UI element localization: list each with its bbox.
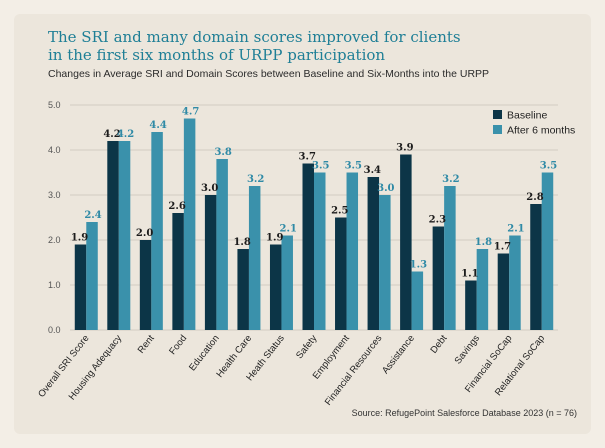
legend-swatch-baseline xyxy=(493,110,502,119)
bar-after-6-months xyxy=(541,172,554,330)
x-tick-label: Debt xyxy=(428,333,449,356)
y-tick-label: 4.0 xyxy=(48,145,61,155)
bar-baseline xyxy=(335,217,347,330)
data-label-after-6-months: 3.5 xyxy=(540,161,557,172)
bar-baseline xyxy=(400,154,412,330)
x-tick-label: Food xyxy=(167,333,189,357)
chart-title: The SRI and many domain scores improved … xyxy=(48,28,468,64)
data-label-after-6-months: 2.1 xyxy=(507,224,524,235)
chart-subtitle: Changes in Average SRI and Domain Scores… xyxy=(48,68,490,80)
bar-after-6-months xyxy=(86,222,98,330)
x-tick-label: Rent xyxy=(136,333,157,356)
data-label-after-6-months: 3.2 xyxy=(247,174,264,185)
data-label-baseline: 3.7 xyxy=(299,152,316,163)
y-tick-label: 0.0 xyxy=(48,325,61,335)
bar-after-6-months xyxy=(411,271,424,330)
bar-after-6-months xyxy=(444,186,456,330)
data-label-baseline: 2.6 xyxy=(168,201,185,212)
data-label-baseline: 2.8 xyxy=(526,192,543,203)
bar-baseline xyxy=(432,226,445,330)
bar-after-6-months xyxy=(314,172,326,330)
source-note: Source: RefugePoint Salesforce Database … xyxy=(351,408,577,418)
legend-label-baseline: Baseline xyxy=(507,110,547,122)
bar-after-6-months xyxy=(248,186,261,330)
x-tick-label: Education xyxy=(187,333,222,373)
data-label-after-6-months: 2.4 xyxy=(84,210,101,221)
bar-baseline xyxy=(465,280,477,330)
data-label-after-6-months: 2.1 xyxy=(280,224,297,235)
data-label-baseline: 3.9 xyxy=(396,143,413,154)
bar-after-6-months xyxy=(476,249,489,330)
bar-after-6-months xyxy=(346,172,359,330)
bar-baseline xyxy=(497,253,510,330)
data-label-baseline: 1.1 xyxy=(461,269,478,280)
data-label-baseline: 4.2 xyxy=(103,129,120,140)
data-label-baseline: 1.7 xyxy=(494,242,511,253)
data-label-baseline: 1.8 xyxy=(233,237,250,248)
y-tick-label: 1.0 xyxy=(48,280,61,290)
data-label-baseline: 1.9 xyxy=(71,233,88,244)
bar-after-6-months xyxy=(509,235,521,330)
bar-baseline xyxy=(74,244,87,330)
data-label-after-6-months: 3.8 xyxy=(214,147,231,158)
data-label-after-6-months: 4.4 xyxy=(149,120,166,131)
data-label-baseline: 1.9 xyxy=(266,233,283,244)
y-tick-label: 5.0 xyxy=(48,100,61,110)
bar-baseline xyxy=(107,141,119,330)
bar-baseline xyxy=(367,177,380,330)
bar-baseline xyxy=(139,240,152,330)
bar-after-6-months xyxy=(151,132,163,330)
bar-baseline xyxy=(269,244,282,330)
chart-title-line-2: in the first six months of URPP particip… xyxy=(48,46,386,64)
data-label-after-6-months: 3.5 xyxy=(312,161,329,172)
data-label-after-6-months: 4.2 xyxy=(117,129,134,140)
bar-after-6-months xyxy=(183,118,196,330)
legend-label-after-6-months: After 6 months xyxy=(507,125,575,137)
bar-baseline xyxy=(204,195,217,330)
bar-after-6-months xyxy=(281,235,293,330)
bar-after-6-months xyxy=(216,159,228,330)
x-tick-label: Savings xyxy=(453,333,483,367)
x-tick-label: Financial Resources xyxy=(323,333,385,408)
data-label-after-6-months: 3.0 xyxy=(377,183,394,194)
data-label-after-6-months: 1.3 xyxy=(410,260,427,271)
data-label-baseline: 2.0 xyxy=(136,228,153,239)
x-tick-label: Assistance xyxy=(380,333,417,376)
bar-baseline xyxy=(530,204,542,330)
legend-swatch-after-6-months xyxy=(493,125,502,134)
y-tick-label: 2.0 xyxy=(48,235,61,245)
data-label-baseline: 3.0 xyxy=(201,183,218,194)
x-tick-label: Safety xyxy=(294,333,319,361)
data-label-baseline: 2.3 xyxy=(429,215,446,226)
chart-title-line-1: The SRI and many domain scores improved … xyxy=(48,28,461,46)
data-label-baseline: 2.5 xyxy=(331,206,348,217)
data-label-after-6-months: 3.5 xyxy=(345,161,362,172)
y-tick-label: 3.0 xyxy=(48,190,61,200)
data-label-after-6-months: 3.2 xyxy=(442,174,459,185)
bar-after-6-months xyxy=(379,195,391,330)
data-label-after-6-months: 4.7 xyxy=(182,107,199,118)
data-label-baseline: 3.4 xyxy=(364,165,381,176)
data-label-after-6-months: 1.8 xyxy=(475,237,492,248)
bar-after-6-months xyxy=(118,141,131,330)
bar-baseline xyxy=(237,249,249,330)
bar-baseline xyxy=(172,213,184,330)
bar-baseline xyxy=(302,163,314,330)
